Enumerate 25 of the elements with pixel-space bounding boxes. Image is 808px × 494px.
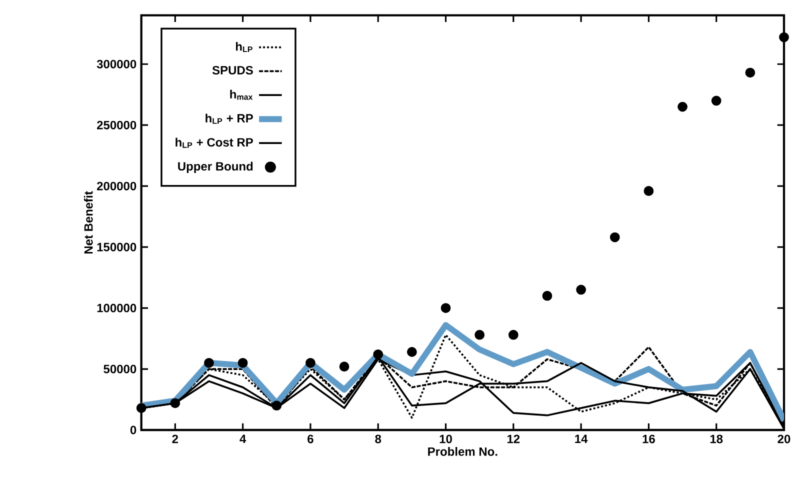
x-tick-label: 20 [778, 434, 790, 444]
x-tick-label: 8 [375, 434, 382, 444]
x-tick-label: 6 [308, 434, 314, 444]
legend-label: h$_{LP}$ + RP [206, 114, 253, 124]
y-tick-label: 300000 [96, 60, 136, 68]
x-axis-title: Problem No. [428, 447, 498, 456]
x-tick-label: 14 [575, 434, 588, 443]
y-tick-label: 150000 [97, 242, 136, 252]
x-tick-label: 18 [710, 434, 723, 444]
x-tick-label: 2 [172, 434, 178, 444]
y-axis-title: Net Benefit [84, 191, 93, 254]
legend-label: h$_{max}$ [230, 90, 253, 100]
x-tick-label: 16 [642, 434, 655, 444]
y-tick-label: 250000 [97, 120, 136, 130]
legend-label: SPUDS [212, 66, 253, 75]
x-tick-label: 4 [240, 434, 246, 443]
y-tick-label: 100000 [97, 304, 136, 312]
y-tick-label: 200000 [97, 182, 136, 190]
y-tick-label: 0 [130, 426, 136, 434]
legend-label: Upper Bound [178, 162, 253, 173]
legend-label: h$_{LP}$ [236, 42, 252, 52]
x-tick-label: 10 [440, 434, 452, 444]
x-tick-label: 12 [507, 434, 520, 444]
y-tick-label: 50000 [104, 364, 136, 374]
legend-label: h$_{LP}$ + Cost RP [176, 138, 253, 148]
